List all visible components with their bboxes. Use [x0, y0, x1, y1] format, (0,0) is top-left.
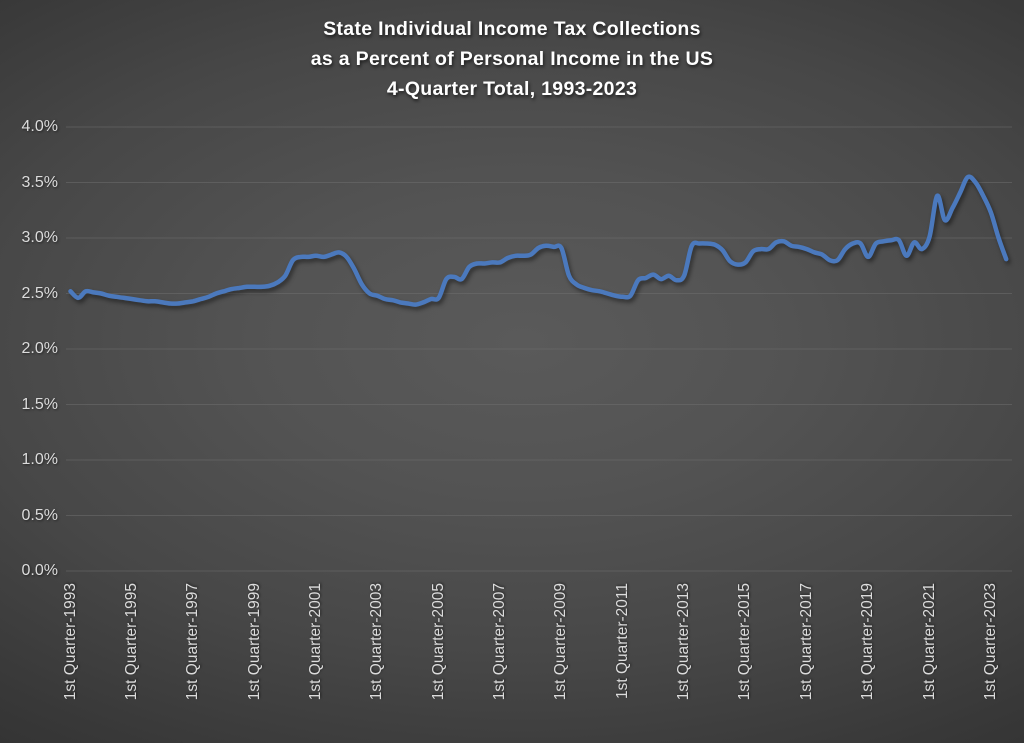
x-tick-label: 1st Quarter-2005	[429, 583, 447, 701]
x-tick-label: 1st Quarter-2015	[736, 583, 754, 701]
y-tick-label: 3.5%	[21, 173, 58, 191]
chart-title-line-2: as a Percent of Personal Income in the U…	[310, 48, 714, 70]
x-tick-label: 1st Quarter-1999	[245, 583, 263, 701]
y-tick-label: 1.5%	[21, 395, 58, 413]
x-tick-label: 1st Quarter-2017	[797, 583, 815, 701]
chart-title-line-1: State Individual Income Tax Collections	[323, 18, 701, 40]
y-tick-label: 4.0%	[21, 118, 58, 135]
x-tick-label: 1st Quarter-2013	[675, 583, 693, 701]
gridlines	[66, 126, 1012, 572]
y-tick-label: 2.5%	[21, 284, 58, 302]
x-tick-label: 1st Quarter-1993	[61, 583, 79, 701]
x-tick-label: 1st Quarter-2007	[491, 583, 509, 701]
x-tick-label: 1st Quarter-2021	[920, 583, 938, 701]
data-line	[68, 174, 1009, 307]
x-tick-label: 1st Quarter-1997	[184, 583, 202, 701]
x-tick-label: 1st Quarter-2011	[613, 583, 631, 700]
chart-title: State Individual Income Tax Collections …	[0, 14, 1024, 104]
x-tick-label: 1st Quarter-2019	[859, 583, 877, 701]
y-tick-label: 0.5%	[21, 506, 58, 524]
y-tick-label: 2.0%	[21, 340, 58, 357]
x-tick-label: 1st Quarter-2023	[981, 583, 999, 701]
y-tick-label: 3.0%	[21, 229, 58, 246]
y-tick-label: 1.0%	[21, 451, 58, 468]
x-tick-label: 1st Quarter-1995	[122, 583, 140, 701]
x-tick-label: 1st Quarter-2003	[368, 583, 386, 701]
chart-title-line-3: 4-Quarter Total, 1993-2023	[386, 78, 638, 100]
y-tick-label: 0.0%	[21, 562, 58, 579]
x-tick-label: 1st Quarter-2001	[306, 583, 324, 701]
x-tick-label: 1st Quarter-2009	[552, 583, 570, 701]
